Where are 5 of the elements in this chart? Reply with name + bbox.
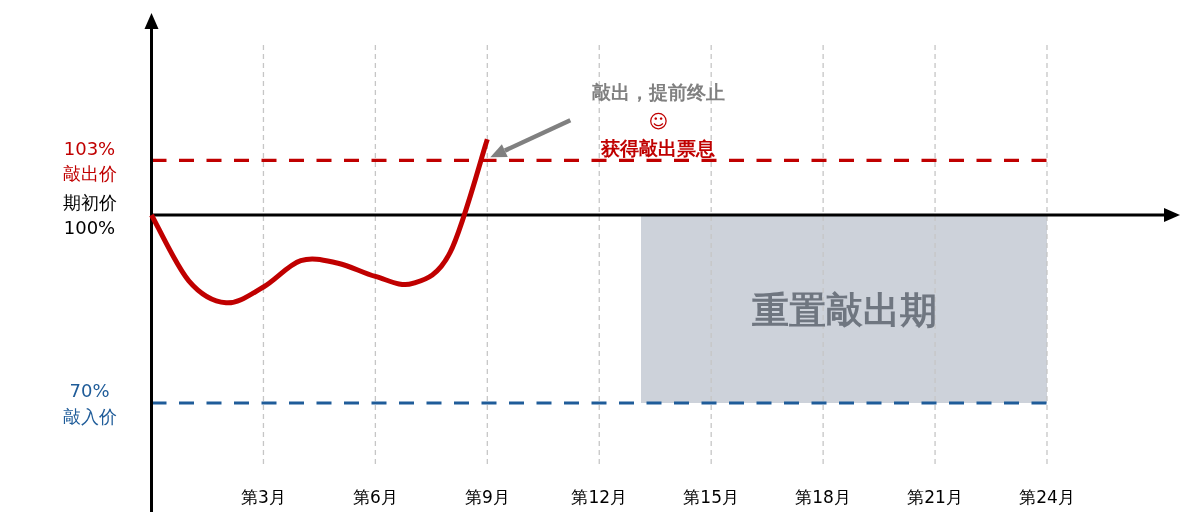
- annotation: 重置敲出期: [751, 288, 937, 332]
- annotation: 期初价 100%: [62, 191, 117, 238]
- annotation: ☺: [648, 110, 669, 133]
- annotation: 敲出，提前终止: [591, 81, 725, 104]
- annotation: 获得敲出票息: [601, 137, 716, 160]
